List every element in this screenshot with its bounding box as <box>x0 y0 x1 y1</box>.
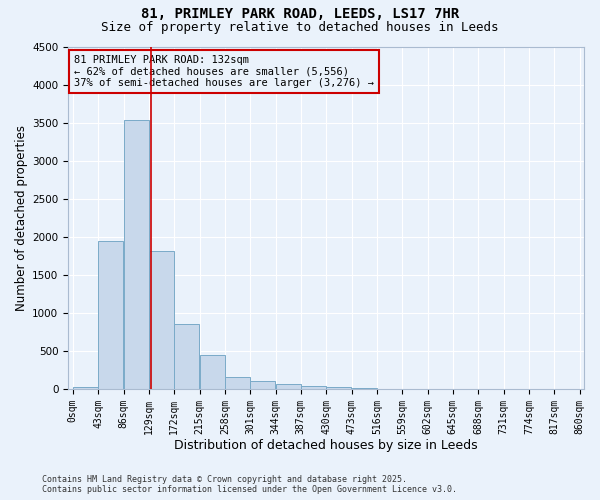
Bar <box>98 240 123 389</box>
Text: Contains HM Land Registry data © Crown copyright and database right 2025.
Contai: Contains HM Land Registry data © Crown c… <box>42 474 457 494</box>
X-axis label: Distribution of detached houses by size in Leeds: Distribution of detached houses by size … <box>175 440 478 452</box>
Bar <box>225 377 250 389</box>
Y-axis label: Number of detached properties: Number of detached properties <box>15 124 28 310</box>
Bar <box>200 354 224 389</box>
Bar <box>124 120 149 389</box>
Bar <box>276 384 301 389</box>
Bar <box>73 386 98 389</box>
Text: 81, PRIMLEY PARK ROAD, LEEDS, LS17 7HR: 81, PRIMLEY PARK ROAD, LEEDS, LS17 7HR <box>141 8 459 22</box>
Bar <box>149 251 174 389</box>
Text: 81 PRIMLEY PARK ROAD: 132sqm
← 62% of detached houses are smaller (5,556)
37% of: 81 PRIMLEY PARK ROAD: 132sqm ← 62% of de… <box>74 55 374 88</box>
Text: Size of property relative to detached houses in Leeds: Size of property relative to detached ho… <box>101 21 499 34</box>
Bar <box>250 382 275 389</box>
Bar <box>326 387 351 389</box>
Bar <box>301 386 326 389</box>
Bar <box>175 324 199 389</box>
Bar <box>352 388 377 389</box>
